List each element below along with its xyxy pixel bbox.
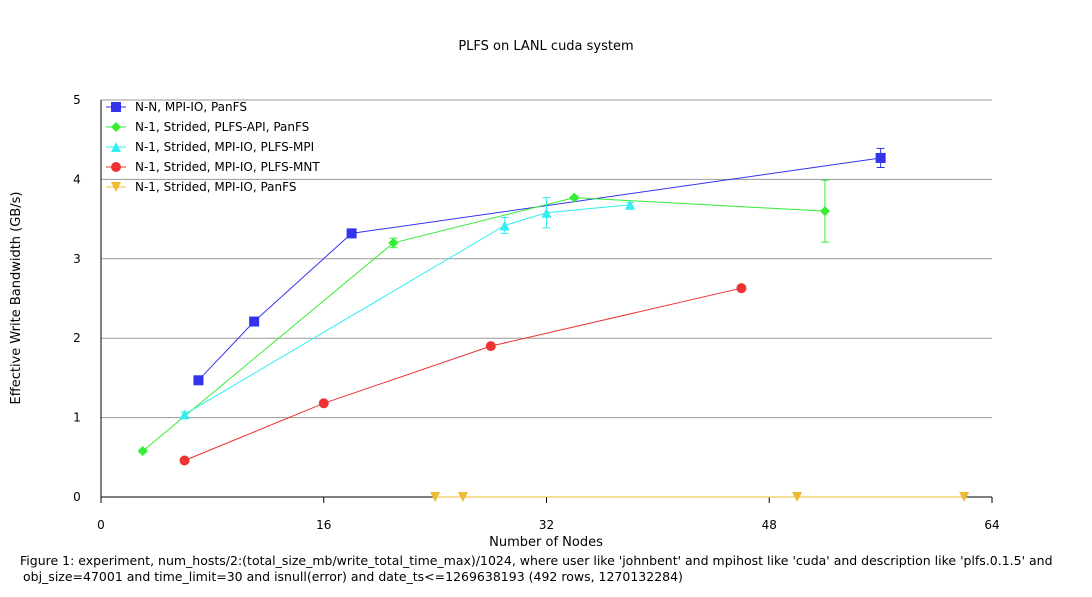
series-line	[198, 157, 881, 381]
legend-marker	[111, 182, 121, 192]
legend-item-4: N-1, Strided, MPI-IO, PanFS	[106, 180, 296, 194]
data-point	[625, 199, 636, 210]
x-tick-label: 64	[984, 518, 999, 532]
caption-line-1: Figure 1: experiment, num_hosts/2:(total…	[20, 553, 1053, 568]
data-point	[959, 492, 970, 502]
y-tick-label: 5	[73, 93, 81, 107]
chart: PLFS on LANL cuda system 0 1 2 3 4 5 0 16 32 48 64…	[9, 39, 1000, 550]
data-point	[318, 398, 329, 409]
series-4	[430, 492, 970, 502]
data-point	[388, 237, 399, 248]
legend-label: N-N, MPI-IO, PanFS	[135, 100, 247, 114]
data-point	[193, 375, 204, 386]
y-tick-label: 4	[73, 172, 81, 186]
data-point	[819, 206, 830, 217]
y-tick-label: 1	[73, 411, 81, 425]
data-point	[430, 492, 441, 502]
x-tick-label: 0	[97, 518, 105, 532]
legend-item-3: N-1, Strided, MPI-IO, PLFS-MNT	[106, 160, 320, 174]
data-point	[137, 445, 148, 456]
figure-caption: Figure 1: experiment, num_hosts/2:(total…	[20, 553, 1080, 585]
legend-item-1: N-1, Strided, PLFS-API, PanFS	[106, 120, 309, 134]
legend-item-2: N-1, Strided, MPI-IO, PLFS-MPI	[106, 140, 314, 154]
series-2	[179, 197, 636, 420]
data-point	[875, 152, 886, 163]
data-point	[792, 492, 803, 502]
legend: N-N, MPI-IO, PanFS N-1, Strided, PLFS-API…	[106, 100, 320, 194]
series-line	[142, 197, 825, 452]
y-tick-label: 3	[73, 252, 81, 266]
grid-lines	[101, 99, 992, 419]
x-axis-label: Number of Nodes	[489, 535, 603, 550]
legend-label: N-1, Strided, PLFS-API, PanFS	[135, 120, 309, 134]
legend-label: N-1, Strided, MPI-IO, PLFS-MPI	[135, 140, 314, 154]
caption-line-2: obj_size=47001 and time_limit=30 and isn…	[23, 569, 683, 584]
x-tick-label: 48	[762, 518, 777, 532]
data-point	[485, 341, 496, 352]
series-0	[193, 147, 886, 386]
legend-label: N-1, Strided, MPI-IO, PLFS-MNT	[135, 160, 320, 174]
x-tick-label: 32	[539, 518, 554, 532]
data-point	[346, 228, 357, 239]
chart-title: PLFS on LANL cuda system	[458, 39, 633, 54]
series-line	[184, 204, 631, 415]
legend-item-0: N-N, MPI-IO, PanFS	[106, 100, 247, 114]
axes: 0 1 2 3 4 5 0 16 32 48 64	[73, 93, 999, 532]
legend-marker	[111, 122, 121, 132]
data-point	[249, 316, 260, 327]
data-point	[541, 207, 552, 218]
series-1	[137, 179, 830, 456]
data-point	[179, 409, 190, 420]
data-point	[569, 192, 580, 203]
data-point	[457, 492, 468, 502]
x-tick-label: 16	[316, 518, 331, 532]
legend-marker	[111, 142, 121, 152]
data-point	[179, 455, 190, 466]
legend-label: N-1, Strided, MPI-IO, PanFS	[135, 180, 296, 194]
data-point	[736, 283, 747, 294]
series-3	[179, 283, 747, 466]
data-point	[499, 220, 510, 231]
legend-marker	[111, 162, 121, 172]
legend-marker	[111, 102, 121, 112]
y-tick-label: 2	[73, 331, 81, 345]
series-line	[184, 287, 742, 461]
y-axis-label: Effective Write Bandwidth (GB/s)	[9, 192, 24, 405]
series-layer	[137, 147, 970, 502]
y-tick-label: 0	[73, 490, 81, 504]
